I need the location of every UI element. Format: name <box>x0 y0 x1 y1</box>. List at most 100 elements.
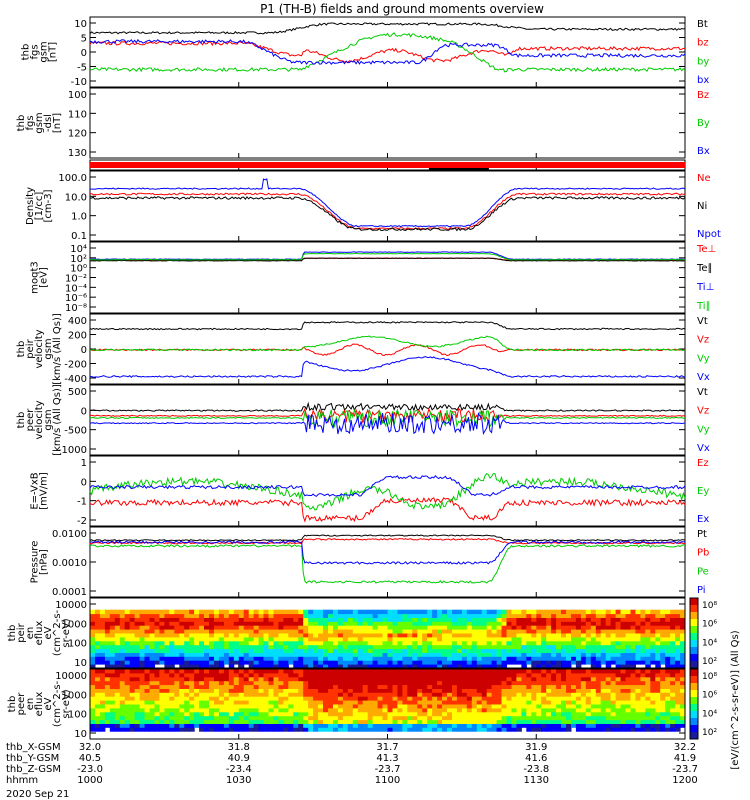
panel-11-cell <box>298 715 304 721</box>
panel-10-cell <box>169 644 175 650</box>
panel-11-cell <box>640 704 646 709</box>
panel-11-cell <box>337 692 344 697</box>
panel-11-cell <box>511 692 517 697</box>
panel-10-cell <box>680 656 686 661</box>
panel-6-tick-label-4: -400 <box>64 374 87 385</box>
panel-11-cell <box>233 719 240 724</box>
panel-10-cell <box>154 656 160 661</box>
ephemeris-value: 32.0 <box>79 742 101 753</box>
panel-10-cell <box>610 633 617 638</box>
panel-11-cell <box>442 684 448 689</box>
panel-11-cell <box>104 704 111 709</box>
panel-5-legend-0: Te⊥ <box>696 244 716 255</box>
panel-11-cell <box>575 704 582 709</box>
panel-10-cell <box>372 640 379 646</box>
panel-11-cell <box>561 696 567 701</box>
panel-10-cell <box>521 640 527 646</box>
panel-11-cell <box>660 680 666 686</box>
panel-10-cell <box>575 652 582 657</box>
panel-11-cell <box>432 696 438 701</box>
panel-11-cell <box>635 688 641 693</box>
panel-10-cell <box>199 625 205 630</box>
panel-11-cell <box>516 700 522 705</box>
panel-10-cell <box>442 652 448 657</box>
panel-10-cell <box>342 640 349 646</box>
panel-11-cell <box>278 696 284 701</box>
panel-10-cell <box>253 644 260 650</box>
panel-11-cell <box>600 696 607 701</box>
panel-11-cell <box>342 707 349 713</box>
panel-11-cell <box>496 669 503 674</box>
panel-11-cell <box>233 680 240 686</box>
panel-10-cell <box>402 613 408 618</box>
panel-11-cell <box>605 696 612 701</box>
panel-10-cell <box>124 629 131 634</box>
panel-11-cell <box>377 704 384 709</box>
panel-10-cell <box>204 617 210 622</box>
panel-10-tick-label-3: 10 <box>74 658 87 669</box>
panel-11-cell <box>392 676 398 682</box>
panel-10-cell <box>387 633 393 638</box>
panel-11-cell <box>308 723 314 728</box>
panel-10-cell <box>660 640 666 646</box>
panel-11-cell <box>164 700 170 705</box>
panel-10-cell <box>466 629 473 634</box>
panel-10-cell <box>214 633 220 638</box>
panel-11-cell <box>595 707 602 713</box>
panel-11-cell <box>575 700 582 705</box>
panel-11-cell <box>357 672 364 678</box>
panel-11-cell <box>209 692 215 697</box>
panel-11-cell <box>278 669 284 674</box>
panel-11-cell <box>660 676 666 682</box>
panel-11-cell <box>342 680 349 686</box>
panel-11-cell <box>665 715 671 721</box>
panel-10-cell <box>417 648 423 653</box>
panel-10-cell <box>471 640 478 646</box>
panel-10-cell <box>144 617 150 622</box>
panel-10-cell <box>318 636 324 642</box>
panel-10-cell <box>546 656 552 661</box>
panel-10-cell <box>561 660 567 665</box>
panel-10-cell <box>580 652 587 657</box>
panel-10-cell <box>243 656 250 661</box>
panel-10-cell <box>407 640 413 646</box>
panel-11-cell <box>139 704 146 709</box>
panel-1-bz-line <box>89 40 686 63</box>
panel-10-cell <box>427 633 433 638</box>
panel-10-cell <box>605 664 612 669</box>
panel-10-cell <box>293 644 299 650</box>
panel-10-cell <box>585 648 592 653</box>
panel-10-cell <box>471 625 478 630</box>
panel-10-cell <box>377 629 384 634</box>
panel-10-cell <box>595 664 602 669</box>
panel-10-cell <box>546 664 552 669</box>
panel-10-cell <box>119 644 126 650</box>
panel-11-cell <box>199 672 205 678</box>
panel-10-cell <box>139 660 146 665</box>
panel-10-cell <box>521 652 527 657</box>
panel-10-cell <box>333 629 339 634</box>
panel-10-cell <box>323 629 329 634</box>
panel-11-cell <box>665 669 671 674</box>
panel-10-cell <box>476 609 483 615</box>
panel-10-cell <box>650 656 656 661</box>
panel-10-cell <box>595 613 602 618</box>
panel-10-cell <box>109 625 116 630</box>
panel-10-cell <box>461 652 468 657</box>
panel-11-cell <box>214 669 220 674</box>
panel-10-cell <box>511 660 517 665</box>
ephemeris-value: 31.9 <box>525 742 547 753</box>
panel-10-cell <box>95 660 101 665</box>
panel-10-cell <box>189 644 195 650</box>
panel-10-cell <box>164 629 170 634</box>
panel-10-cell <box>407 629 413 634</box>
panel-10-cell <box>476 621 483 626</box>
panel-10-cell <box>580 640 587 646</box>
panel-10-cell <box>95 613 101 618</box>
panel-10-cell <box>412 629 418 634</box>
panel-11-cell <box>546 707 552 713</box>
panel-11-cell <box>595 684 602 689</box>
panel-11-cell <box>278 711 284 717</box>
panel-10-cell <box>650 652 656 657</box>
panel-10-cell <box>367 640 374 646</box>
